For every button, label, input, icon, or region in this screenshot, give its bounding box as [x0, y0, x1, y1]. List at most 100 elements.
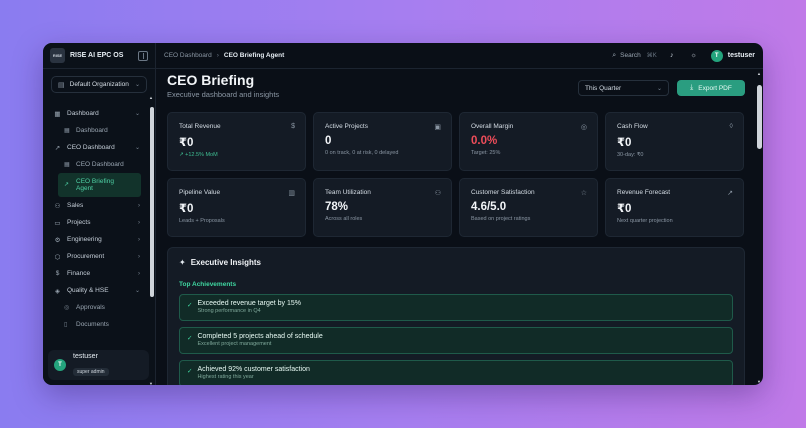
sidebar-item-projects[interactable]: ▭ Projects ›: [43, 214, 148, 231]
bell-icon[interactable]: ♪: [670, 52, 674, 59]
brand-name: RISE AI EPC OS: [70, 52, 124, 59]
metric-title: Team Utilization: [325, 189, 371, 196]
metric-note: Target: 25%: [471, 150, 501, 156]
scroll-down-icon[interactable]: ▼: [757, 379, 761, 384]
sidebar-item-engineering[interactable]: ⚙ Engineering ›: [43, 231, 148, 248]
achievement-subtitle: Excellent project management: [197, 341, 272, 347]
main-area: CEO Dashboard › CEO Briefing Agent ⌕ Sea…: [156, 43, 763, 385]
scroll-up-icon[interactable]: ▲: [757, 71, 761, 76]
sidebar-item-procurement[interactable]: ⬡ Procurement ›: [43, 248, 148, 265]
app-window: RISE RISE AI EPC OS ▤ Default Organizati…: [43, 43, 763, 385]
period-select[interactable]: This Quarter ⌄: [578, 80, 669, 96]
avatar[interactable]: T: [710, 49, 723, 62]
metric-value: ₹0: [617, 137, 632, 149]
sun-icon[interactable]: ☼: [690, 52, 697, 59]
metric-note: 0 on track, 0 at risk, 0 delayed: [325, 150, 399, 156]
box-icon: ⬡: [54, 253, 61, 261]
metric-note: Based on project ratings: [471, 216, 531, 222]
scroll-down-icon[interactable]: ▼: [149, 381, 153, 385]
droplet-icon: ◊: [729, 123, 733, 130]
sidebar-item-label: CEO Dashboard: [67, 144, 115, 151]
achievement-item: ✓ Exceeded revenue target by 15% Strong …: [179, 294, 733, 321]
chevron-down-icon: ⌄: [656, 85, 662, 92]
executive-insights-panel: ✦ Executive Insights Top Achievements ✓ …: [167, 247, 745, 385]
chevron-right-icon: ›: [138, 202, 140, 209]
metric-title: Active Projects: [325, 123, 368, 130]
chevron-right-icon: ›: [138, 236, 140, 243]
organization-select[interactable]: ▤ Default Organization ⌄: [51, 76, 147, 93]
sidebar-item-label: CEO Briefing Agent: [76, 177, 114, 192]
scroll-up-icon[interactable]: ▲: [149, 95, 153, 100]
user-profile-card[interactable]: T testuser super admin: [48, 350, 149, 380]
sidebar-item-label: Sales: [67, 202, 84, 209]
breadcrumb-parent[interactable]: CEO Dashboard: [164, 52, 212, 59]
chevron-updown-icon: ⌄: [134, 82, 140, 88]
sidebar-nav: ▦ Dashboard ⌄ ▦ Dashboard ↗ CEO Dashboar…: [43, 105, 148, 383]
sidebar-subitem-documents[interactable]: ▯ Documents: [43, 316, 148, 333]
chevron-down-icon: ⌄: [134, 145, 140, 151]
top-username[interactable]: testuser: [727, 52, 755, 59]
sidebar-item-label: Quality & HSE: [67, 287, 109, 294]
sidebar-item-label: Approvals: [76, 304, 105, 311]
achievement-title: Achieved 92% customer satisfaction: [197, 366, 310, 373]
sparkles-icon: ✦: [179, 258, 186, 267]
sidebar-item-label: CEO Dashboard: [76, 161, 124, 168]
metric-value: 0.0%: [471, 135, 498, 147]
metric-title: Customer Satisfaction: [471, 189, 535, 196]
achievement-title: Exceeded revenue target by 15%: [197, 300, 301, 307]
metric-card-pipeline-value: Pipeline Value ▥ ₹0 Leads + Proposals: [167, 178, 306, 237]
page-content: CEO Briefing Executive dashboard and ins…: [156, 70, 755, 385]
sidebar-item-sales[interactable]: ⚇ Sales ›: [43, 197, 148, 214]
sidebar-toggle-icon[interactable]: [138, 50, 148, 61]
sidebar-subitem-approvals[interactable]: ◎ Approvals: [43, 299, 148, 316]
chevron-right-icon: ›: [138, 253, 140, 260]
brand-logo: RISE: [50, 48, 65, 63]
organization-label: Default Organization: [69, 81, 129, 88]
sidebar-item-ceo-dashboard[interactable]: ↗ CEO Dashboard ⌄: [43, 139, 148, 156]
download-icon: ⤓: [690, 84, 694, 91]
metric-title: Revenue Forecast: [617, 189, 671, 196]
search-icon: ⌕: [612, 51, 617, 59]
export-label: Export PDF: [698, 84, 732, 92]
metric-card-cash-flow: Cash Flow ◊ ₹0 30-day: ₹0: [605, 112, 744, 171]
export-pdf-button[interactable]: ⤓ Export PDF: [677, 80, 745, 96]
metric-title: Cash Flow: [617, 123, 648, 130]
sidebar-subitem-dashboard[interactable]: ▦ Dashboard: [43, 122, 148, 139]
trend-up-icon: ↗: [727, 190, 733, 197]
sidebar-subitem-ceo-dashboard[interactable]: ▦ CEO Dashboard: [43, 156, 148, 173]
search-button[interactable]: ⌕ Search ⌘K: [612, 52, 657, 60]
check-circle-icon: ✓: [187, 335, 193, 342]
star-icon: ☆: [580, 190, 587, 197]
sidebar-item-quality-hse[interactable]: ◈ Quality & HSE ⌄: [43, 282, 148, 299]
dollar-icon: $: [291, 123, 295, 130]
metric-card-customer-satisfaction: Customer Satisfaction ☆ 4.6/5.0 Based on…: [459, 178, 598, 237]
sidebar: RISE RISE AI EPC OS ▤ Default Organizati…: [43, 43, 156, 385]
metric-card-active-projects: Active Projects ▣ 0 0 on track, 0 at ris…: [313, 112, 452, 171]
sidebar-item-finance[interactable]: $ Finance ›: [43, 265, 148, 282]
insights-title: Executive Insights: [190, 258, 261, 267]
metric-value: 0: [325, 135, 332, 147]
metrics-grid: Total Revenue $ ₹0 ↗ +12.5% MoM Active P…: [167, 112, 745, 237]
breadcrumb-separator-icon: ›: [216, 52, 219, 59]
building-icon: ▤: [58, 81, 65, 89]
sidebar-item-label: Finance: [67, 270, 91, 277]
trend-icon: ↗: [54, 144, 61, 152]
main-scrollbar[interactable]: ▲ ▼: [756, 71, 763, 385]
metric-value: 78%: [325, 201, 349, 213]
dashboard-icon: ▦: [54, 110, 61, 118]
avatar: T: [54, 359, 66, 371]
sidebar-scroll-thumb[interactable]: [150, 107, 154, 297]
achievement-item: ✓ Completed 5 projects ahead of schedule…: [179, 327, 733, 354]
main-scroll-thumb[interactable]: [757, 85, 762, 149]
sidebar-subitem-ceo-briefing-agent[interactable]: ↗ CEO Briefing Agent: [58, 173, 141, 197]
sidebar-item-dashboard[interactable]: ▦ Dashboard ⌄: [43, 105, 148, 122]
metric-title: Pipeline Value: [179, 189, 221, 196]
bar-chart-icon: ▥: [288, 190, 295, 197]
chevron-right-icon: ›: [138, 219, 140, 226]
check-circle-icon: ✓: [187, 368, 193, 375]
sidebar-item-label: Engineering: [67, 236, 102, 243]
chevron-right-icon: ›: [138, 270, 140, 277]
sidebar-scrollbar[interactable]: ▲ ▼: [149, 95, 154, 385]
page-title: CEO Briefing: [167, 72, 255, 88]
shield-icon: ◈: [55, 287, 60, 295]
